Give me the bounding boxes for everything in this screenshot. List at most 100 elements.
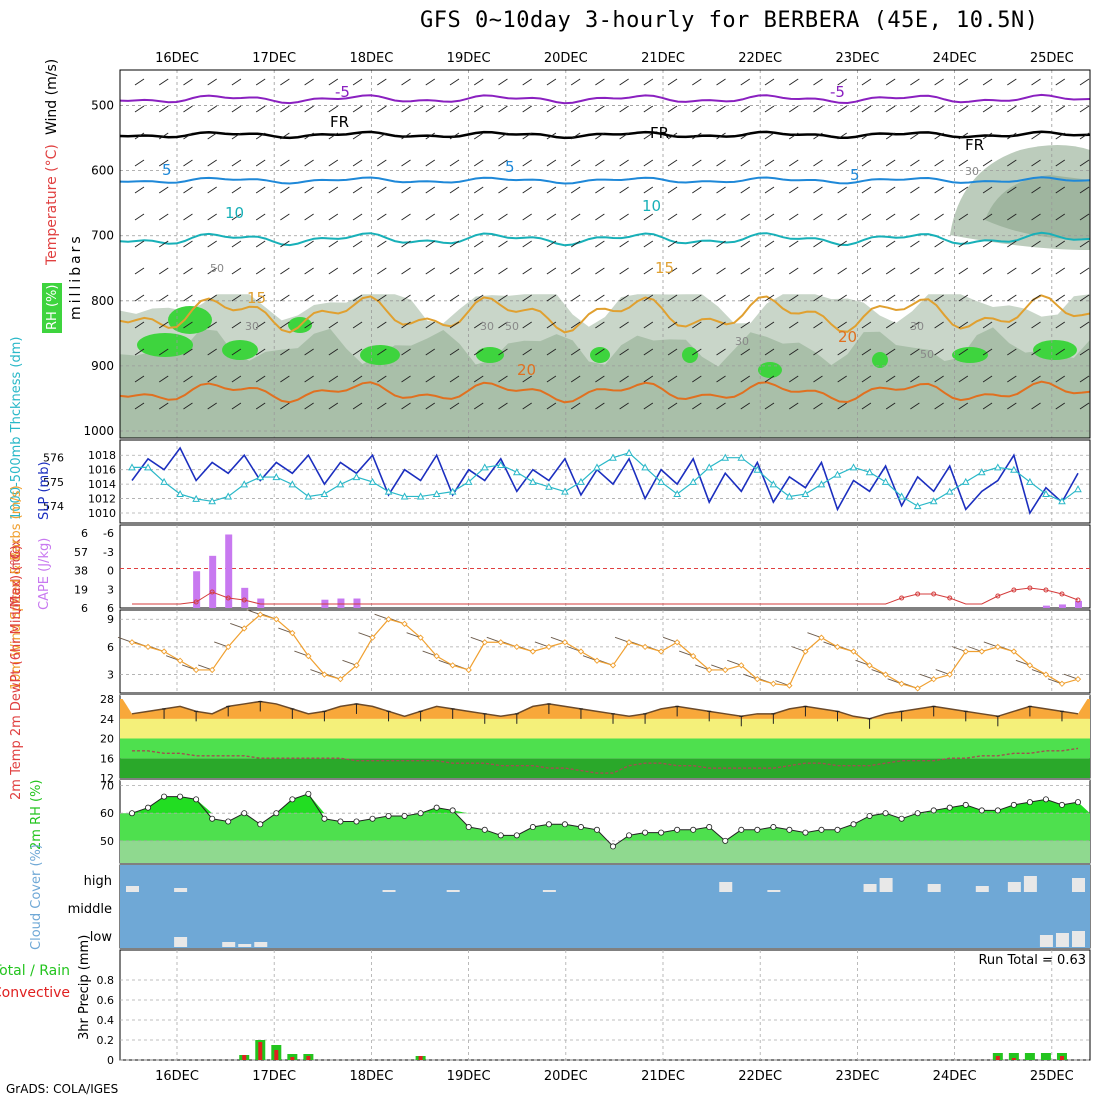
upper-wind-barb bbox=[885, 375, 896, 383]
upper-wind-barb bbox=[570, 402, 581, 410]
rh-high-area bbox=[120, 793, 1090, 814]
upper-wind-barb bbox=[158, 240, 169, 248]
wind-barb bbox=[983, 641, 998, 648]
wind-speed-point bbox=[882, 671, 889, 678]
upper-wind-barb bbox=[740, 213, 751, 221]
thickness-point bbox=[817, 480, 826, 488]
upper-wind-barb bbox=[788, 132, 799, 140]
wind-barb bbox=[246, 609, 261, 616]
wind-speed-point bbox=[1026, 662, 1034, 669]
upper-wind-barb bbox=[692, 267, 702, 275]
upper-wind-barb bbox=[304, 321, 314, 329]
upper-wind-barb bbox=[788, 78, 799, 86]
upper-wind-barb bbox=[352, 159, 363, 167]
cloud-high-bar bbox=[126, 886, 139, 892]
wind-speed-point bbox=[225, 643, 232, 651]
rh-point bbox=[497, 832, 504, 839]
thickness-point bbox=[288, 480, 297, 488]
upper-wind-barb bbox=[304, 132, 314, 140]
upper-wind-barb bbox=[764, 402, 775, 410]
cloud-high-bar bbox=[863, 884, 877, 892]
upper-wind-barb bbox=[716, 105, 726, 113]
upper-wind-barb bbox=[425, 213, 436, 221]
date-label-top: 19DEC bbox=[447, 51, 491, 66]
upper-wind-barb bbox=[1031, 321, 1041, 329]
rh-point bbox=[1026, 799, 1033, 806]
upper-wind-barb bbox=[837, 348, 847, 356]
upper-wind-barb bbox=[1031, 240, 1041, 248]
wind-speed-point bbox=[770, 680, 777, 687]
rh-point bbox=[946, 804, 953, 811]
upper-wind-barb bbox=[837, 402, 847, 410]
upper-wind-barb bbox=[207, 213, 217, 221]
upper-wind-barb bbox=[716, 132, 726, 140]
rh-point bbox=[690, 826, 697, 833]
wind-speed-point bbox=[834, 643, 841, 651]
rh-contour-label: 50 bbox=[920, 348, 934, 361]
rh-point bbox=[193, 796, 200, 803]
upper-wind-barb bbox=[595, 240, 605, 248]
thickness-point bbox=[833, 470, 842, 478]
upper-side-label: Wind (m/s) bbox=[44, 59, 60, 135]
upper-wind-barb bbox=[788, 402, 799, 410]
upper-wind-barb bbox=[692, 375, 702, 383]
upper-wind-barb bbox=[958, 186, 969, 194]
upper-wind-barb bbox=[1007, 240, 1017, 248]
wind-speed-point bbox=[593, 657, 601, 664]
upper-wind-barb bbox=[207, 159, 217, 167]
upper-wind-barb bbox=[401, 105, 411, 113]
upper-wind-barb bbox=[934, 294, 944, 302]
upper-wind-barb bbox=[183, 186, 193, 194]
upper-wind-barb bbox=[352, 78, 363, 86]
cloud-high-bar bbox=[927, 884, 941, 892]
upper-wind-barb bbox=[667, 186, 678, 194]
wind-barb bbox=[695, 664, 710, 671]
upper-wind-barb bbox=[934, 240, 944, 248]
upper-wind-barb bbox=[522, 321, 532, 329]
wind-speed-point bbox=[417, 634, 424, 641]
upper-wind-barb bbox=[692, 213, 702, 221]
upper-wind-barb bbox=[1031, 213, 1041, 221]
upper-wind-barb bbox=[425, 78, 436, 86]
rh-point bbox=[369, 815, 376, 822]
isotherm-label: FR bbox=[330, 113, 349, 131]
upper-wind-barb bbox=[473, 294, 484, 302]
upper-wind-barb bbox=[473, 348, 484, 356]
precip-axis-label: 3hr Precip (mm) bbox=[77, 935, 92, 1040]
wind-barb bbox=[342, 659, 357, 666]
precip-convective-bar bbox=[418, 1056, 423, 1060]
upper-wind-barb bbox=[1079, 105, 1090, 113]
slp-tick-label: 1010 bbox=[88, 507, 116, 520]
precip-run-total: Run Total = 0.63 bbox=[978, 953, 1086, 968]
upper-wind-barb bbox=[377, 105, 387, 113]
wind-speed-point bbox=[609, 662, 617, 669]
upper-wind-barb bbox=[498, 186, 508, 194]
upper-wind-barb bbox=[692, 186, 702, 194]
upper-wind-barb bbox=[643, 375, 654, 383]
upper-wind-barb bbox=[546, 321, 557, 329]
upper-wind-barb bbox=[401, 294, 411, 302]
wind-tick-label: 6 bbox=[107, 641, 114, 654]
rh-shade-high bbox=[476, 347, 504, 363]
rh-point bbox=[866, 812, 873, 819]
rh-point bbox=[802, 829, 809, 836]
upper-wind-barb bbox=[716, 213, 726, 221]
wind-speed-point bbox=[674, 639, 681, 646]
rh-point bbox=[978, 807, 985, 814]
wind-barb bbox=[1015, 659, 1031, 666]
thickness-tick-label: 576 bbox=[43, 452, 64, 465]
upper-wind-barb bbox=[885, 78, 896, 86]
upper-wind-barb bbox=[692, 240, 702, 248]
upper-wind-barb bbox=[231, 132, 242, 140]
rh-contour-label: 30 bbox=[480, 320, 494, 333]
thickness-point bbox=[689, 477, 698, 485]
upper-wind-barb bbox=[837, 267, 847, 275]
wind-speed-point bbox=[545, 643, 553, 651]
date-label-top: 24DEC bbox=[933, 51, 977, 66]
upper-wind-barb bbox=[1079, 375, 1090, 383]
thickness-point bbox=[945, 487, 954, 495]
wind-speed-point bbox=[192, 666, 200, 674]
wind-barb bbox=[198, 664, 213, 671]
upper-wind-barb bbox=[982, 294, 993, 302]
wind-speed-point bbox=[241, 625, 248, 632]
